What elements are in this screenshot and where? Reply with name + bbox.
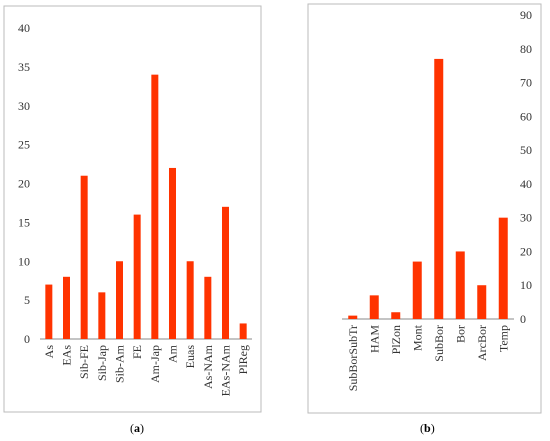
panel-label-a-text: a [134,421,140,435]
bar-fe [133,214,141,339]
y-tick-label: 0 [520,312,526,326]
category-label: Am [166,344,180,363]
y-tick-label: 70 [520,76,532,90]
y-tick-label: 10 [520,278,532,292]
y-tick-label: 30 [520,211,532,225]
y-tick-label: 10 [18,254,30,268]
panel-label-b: (b) [420,421,435,435]
category-label: Bor [453,325,467,343]
y-tick-label: 90 [520,8,532,22]
bar-ham [369,295,379,319]
y-tick-label: 5 [24,293,30,307]
bar-arcbor [477,285,487,319]
bar-euas [186,261,194,339]
bar-plzon [391,312,401,319]
panel-label-b-text: b [424,421,431,435]
bar-sib-jap [98,292,106,339]
category-label: Euas [183,345,197,369]
category-label: Sib-Jap [95,345,109,381]
y-tick-label: 60 [520,109,532,123]
category-label: Am-Jap [148,345,162,383]
y-tick-label: 15 [18,215,30,229]
category-label: PlZon [389,325,403,354]
y-tick-label: 30 [18,99,30,113]
bar-sib-am [116,261,123,339]
y-tick-label: 80 [520,42,532,56]
category-label: Mont [410,324,424,351]
panel-label-a: (a) [130,421,144,435]
category-label: SubBor [432,325,446,362]
chart-b: 0 10 20 30 40 50 60 70 80 90 SubBorSubTr HAM PlZon M… [307,3,542,414]
category-label: ArcBor [475,325,489,361]
category-label: As-NAm [201,344,215,389]
bar-subbor [434,58,444,320]
bar-am-jap [151,74,159,340]
chart-b-frame [307,3,542,414]
y-tick-label: 40 [18,21,30,35]
bar-plreg [239,323,247,339]
category-label: EAs [60,345,74,366]
bar-eas [63,276,70,339]
bar-temp [498,217,508,319]
bar-bor [455,251,465,319]
bar-as [45,284,53,339]
chart-a: 0 5 10 15 20 25 30 35 40 As EAs Sib-FE Sib-Jap Sib-A… [3,5,262,413]
category-label: HAM [367,325,381,353]
category-label: Sib-FE [77,345,91,379]
bar-eas-nam [222,206,229,339]
y-tick-label: 35 [18,60,30,74]
bar-am [169,167,176,339]
bar-sib-fe [80,175,88,339]
bar-subborsubtr [348,315,358,319]
category-label: FE [130,345,144,359]
y-tick-label: 25 [18,138,30,152]
bar-mont [412,261,422,319]
bar-as-nam [204,276,212,339]
category-label: As [42,345,56,359]
chart-a-frame [3,5,262,413]
category-label: SubBorSubTr [346,325,360,391]
y-tick-label: 0 [24,332,30,346]
category-label: PlReg [236,345,250,374]
y-tick-label: 40 [520,177,532,191]
y-tick-label: 20 [520,244,532,258]
y-tick-label: 20 [18,177,30,191]
category-label: EAs-NAm [219,344,233,396]
category-label: Sib-Am [113,344,127,383]
y-tick-label: 50 [520,143,532,157]
category-label: Temp [496,325,510,352]
